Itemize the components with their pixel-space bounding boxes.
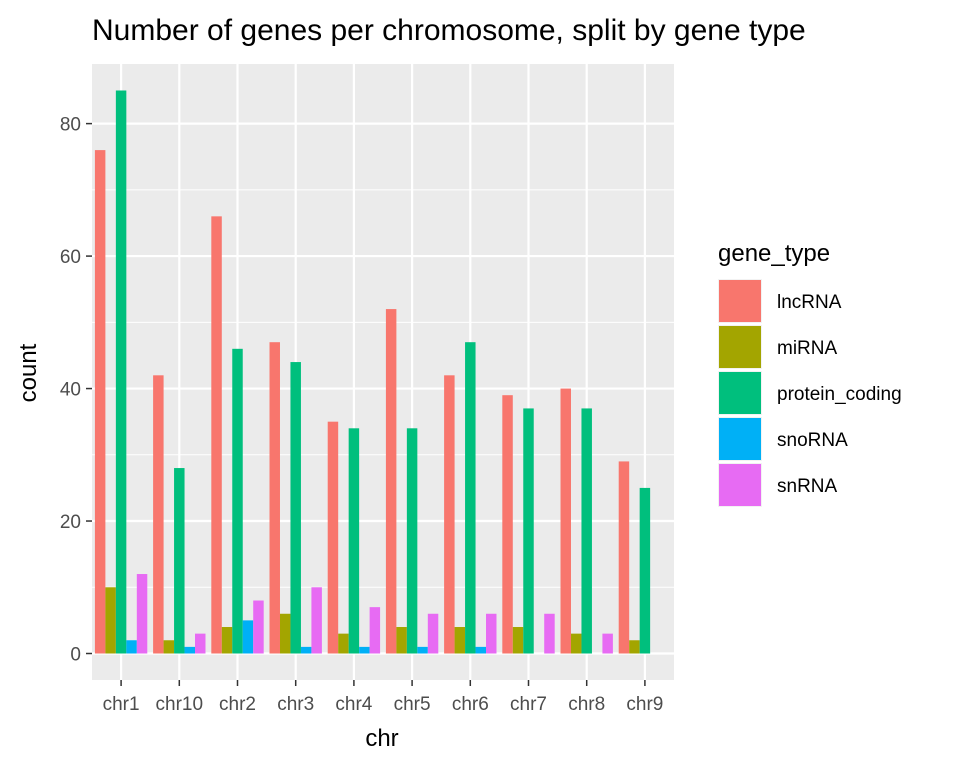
x-tick-label: chr10 (156, 694, 204, 715)
bar-snoRNA-chr6 (475, 646, 487, 654)
bar-lncRNA-chr3 (269, 342, 280, 654)
bar-lncRNA-chr4 (327, 421, 339, 654)
bar-snRNA-chr3 (311, 587, 322, 654)
x-tick-label: chr5 (394, 694, 431, 715)
bar-protein_coding-chr7 (523, 408, 534, 654)
x-tick-label: chr9 (626, 694, 663, 715)
bar-miRNA-chr9 (629, 640, 640, 654)
bar-snoRNA-chr5 (417, 646, 428, 654)
bar-snRNA-chr5 (427, 613, 439, 654)
x-tick-label: chr2 (219, 694, 256, 715)
bar-protein_coding-chr6 (465, 342, 476, 654)
chart-title: Number of genes per chromosome, split by… (92, 14, 806, 47)
legend: gene_type lncRNA miRNA protein_coding snoRN… (718, 240, 902, 507)
bar-lncRNA-chr6 (444, 375, 455, 654)
x-tick-label: chr4 (335, 694, 372, 715)
bar-snRNA-chr2 (253, 600, 264, 654)
x-tick-label: chr8 (568, 694, 605, 715)
plot-panel (92, 64, 674, 680)
bar-snoRNA-chr1 (126, 640, 137, 654)
x-tick-label: chr3 (277, 694, 314, 715)
bar-miRNA-chr7 (512, 627, 524, 654)
legend-label-lncRNA: lncRNA (777, 292, 842, 313)
bar-protein_coding-chr5 (406, 428, 418, 654)
x-tick-label: chr1 (103, 694, 140, 715)
legend-swatch-snRNA (719, 464, 761, 506)
y-tick-label: 80 (60, 115, 81, 136)
bar-miRNA-chr10 (163, 640, 175, 654)
legend-label-snoRNA: snoRNA (777, 430, 848, 451)
y-tick-label: 40 (60, 380, 81, 401)
bar-lncRNA-chr5 (385, 309, 397, 654)
bar-miRNA-chr2 (221, 627, 233, 654)
x-axis-title: chr (365, 725, 398, 752)
bar-miRNA-chr6 (454, 627, 466, 654)
bar-miRNA-chr5 (396, 627, 407, 654)
x-axis: chr1 chr10 chr2 chr3 chr4 chr5 chr6 chr7 chr8 chr… (103, 680, 663, 715)
y-axis: 0 20 40 60 80 (60, 115, 92, 666)
y-tick-label: 20 (60, 512, 81, 533)
y-axis-title: count (15, 343, 42, 402)
legend-swatch-miRNA (719, 326, 761, 368)
x-tick-label: chr7 (510, 694, 547, 715)
bar-snoRNA-chr3 (300, 646, 312, 654)
bar-snRNA-chr6 (486, 613, 497, 654)
legend-swatch-snoRNA (719, 418, 761, 460)
bar-snoRNA-chr10 (184, 646, 196, 654)
bar-lncRNA-chr9 (618, 461, 630, 654)
bar-snRNA-chr4 (369, 607, 381, 654)
bar-snoRNA-chr2 (242, 620, 254, 654)
legend-label-snRNA: snRNA (777, 476, 838, 497)
legend-label-protein_coding: protein_coding (777, 384, 902, 405)
bar-snRNA-chr1 (136, 574, 148, 654)
bar-lncRNA-chr10 (153, 375, 164, 654)
bar-lncRNA-chr2 (211, 216, 222, 654)
bar-miRNA-chr1 (105, 587, 116, 654)
bar-miRNA-chr3 (279, 613, 291, 654)
bar-protein_coding-chr4 (348, 428, 360, 654)
bars (94, 90, 651, 654)
bar-snoRNA-chr4 (359, 646, 370, 654)
bar-lncRNA-chr7 (502, 395, 513, 654)
bar-protein_coding-chr3 (290, 362, 301, 654)
y-tick-label: 60 (60, 247, 81, 268)
legend-swatch-lncRNA (719, 280, 761, 322)
bar-snRNA-chr10 (195, 633, 206, 654)
bar-snRNA-chr7 (544, 613, 555, 654)
bar-protein_coding-chr10 (174, 468, 185, 654)
bar-snRNA-chr8 (602, 633, 613, 654)
bar-protein_coding-chr9 (639, 487, 651, 654)
bar-lncRNA-chr1 (94, 150, 106, 654)
bar-miRNA-chr8 (570, 633, 582, 654)
y-tick-label: 0 (70, 645, 81, 666)
bar-miRNA-chr4 (338, 633, 349, 654)
bar-protein_coding-chr1 (115, 90, 127, 654)
legend-swatch-protein_coding (719, 372, 761, 414)
bar-lncRNA-chr8 (560, 388, 571, 654)
bar-protein_coding-chr8 (581, 408, 592, 654)
legend-title: gene_type (718, 240, 830, 267)
x-tick-label: chr6 (452, 694, 489, 715)
legend-label-miRNA: miRNA (777, 338, 837, 359)
bar-protein_coding-chr2 (232, 348, 243, 654)
